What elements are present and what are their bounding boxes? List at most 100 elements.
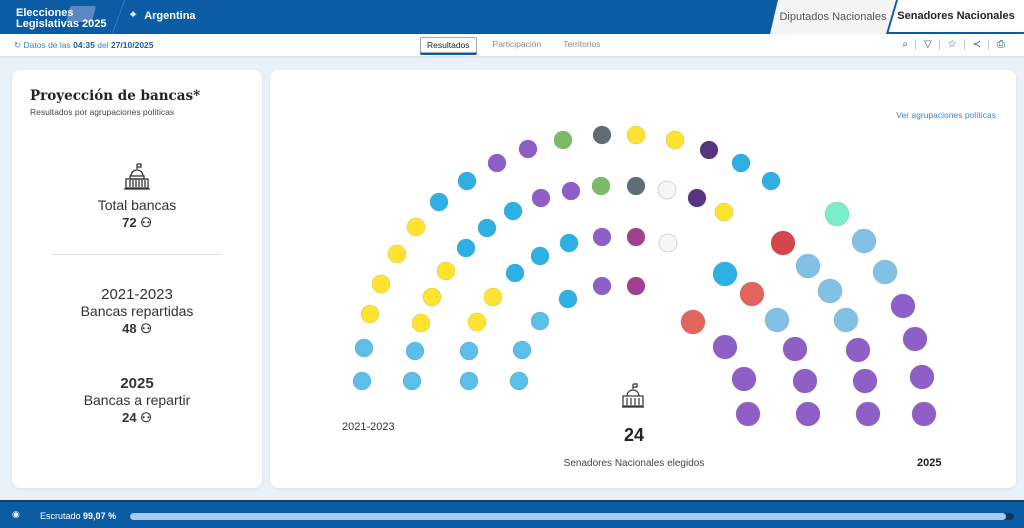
- print-icon[interactable]: ⎙: [997, 39, 1005, 50]
- seat-2025[interactable]: [824, 201, 850, 227]
- seat-2021-2023[interactable]: [626, 125, 646, 145]
- card-subtitle: Resultados por agrupaciones políticas: [30, 107, 175, 117]
- seat-2021-2023[interactable]: [592, 227, 612, 247]
- seat-2025[interactable]: [680, 309, 706, 335]
- seat-2021-2023[interactable]: [354, 338, 374, 358]
- seat-2021-2023[interactable]: [530, 311, 550, 331]
- seat-2025[interactable]: [855, 401, 881, 427]
- nav-territorios[interactable]: Territorios: [563, 39, 601, 49]
- view-parties-link[interactable]: Ver agrupaciones políticas: [896, 110, 996, 120]
- seat-2021-2023[interactable]: [592, 125, 612, 145]
- seat-2021-2023[interactable]: [657, 180, 677, 200]
- seat-2021-2023[interactable]: [626, 227, 646, 247]
- hemicycle-card: Ver agrupaciones políticas 2021-2023 202…: [270, 70, 1016, 488]
- seat-2021-2023[interactable]: [505, 263, 525, 283]
- tab-diputados[interactable]: Diputados Nacionales: [770, 0, 896, 34]
- seat-2025[interactable]: [817, 278, 843, 304]
- seat-2021-2023[interactable]: [360, 304, 380, 324]
- date-prefix: Datos de las: [23, 40, 71, 50]
- seat-2021-2023[interactable]: [531, 188, 551, 208]
- seat-2021-2023[interactable]: [626, 276, 646, 296]
- seat-2021-2023[interactable]: [457, 171, 477, 191]
- seat-2021-2023[interactable]: [559, 233, 579, 253]
- seat-2025[interactable]: [833, 307, 859, 333]
- seat-2025[interactable]: [795, 253, 821, 279]
- seat-2021-2023[interactable]: [405, 341, 425, 361]
- seat-2025[interactable]: [795, 401, 821, 427]
- search-icon[interactable]: ⌕: [902, 39, 916, 50]
- seat-2025[interactable]: [852, 368, 878, 394]
- seat-2025[interactable]: [902, 326, 928, 352]
- star-icon[interactable]: ☆: [948, 39, 965, 50]
- seat-2021-2023[interactable]: [509, 371, 529, 391]
- date-mid: del: [97, 40, 109, 50]
- seat-2021-2023[interactable]: [591, 176, 611, 196]
- seat-2021-2023[interactable]: [592, 276, 612, 296]
- seat-2021-2023[interactable]: [487, 153, 507, 173]
- seat-2021-2023[interactable]: [411, 313, 431, 333]
- seat-2025[interactable]: [872, 259, 898, 285]
- seat-2021-2023[interactable]: [436, 261, 456, 281]
- scrutiny-value: 99,07 %: [83, 511, 117, 521]
- location-selector[interactable]: ⌖ Argentina: [130, 9, 196, 22]
- seat-2021-2023[interactable]: [518, 139, 538, 159]
- seat-2021-2023[interactable]: [731, 153, 751, 173]
- seat-2025[interactable]: [739, 281, 765, 307]
- scrutiny-status: Escrutado 99,07 %: [40, 511, 116, 521]
- total-label: Total bancas: [97, 197, 177, 213]
- left-period-label: 2021-2023: [342, 421, 395, 433]
- logo[interactable]: Elecciones Legislativas 2025: [16, 8, 107, 30]
- tab-senadores[interactable]: Senadores Nacionales: [888, 0, 1024, 34]
- seat-2021-2023[interactable]: [387, 244, 407, 264]
- elected-count: 24: [624, 425, 644, 445]
- seat-2025[interactable]: [911, 401, 937, 427]
- prev-value: 48: [122, 321, 137, 336]
- seat-2021-2023[interactable]: [658, 233, 678, 253]
- seat-2021-2023[interactable]: [503, 201, 523, 221]
- seat-2021-2023[interactable]: [561, 181, 581, 201]
- filter-icon[interactable]: ▽: [924, 39, 940, 50]
- seat-2025[interactable]: [909, 364, 935, 390]
- seat-2021-2023[interactable]: [687, 188, 707, 208]
- seat-2025[interactable]: [890, 293, 916, 319]
- seat-2025[interactable]: [770, 230, 796, 256]
- seat-2021-2023[interactable]: [459, 341, 479, 361]
- share-icon[interactable]: ≺: [973, 39, 989, 50]
- congress-icon: [622, 383, 644, 408]
- seat-2025[interactable]: [731, 366, 757, 392]
- seat-2021-2023[interactable]: [406, 217, 426, 237]
- scope-icon[interactable]: ◉: [12, 509, 20, 519]
- seat-2025[interactable]: [782, 336, 808, 362]
- seat-2021-2023[interactable]: [371, 274, 391, 294]
- seat-2021-2023[interactable]: [665, 130, 685, 150]
- seat-2021-2023[interactable]: [483, 287, 503, 307]
- seat-2021-2023[interactable]: [467, 312, 487, 332]
- progress-fill: [130, 513, 1006, 520]
- seat-2025[interactable]: [845, 337, 871, 363]
- seat-2021-2023[interactable]: [714, 202, 734, 222]
- seat-2025[interactable]: [712, 334, 738, 360]
- seat-2021-2023[interactable]: [477, 218, 497, 238]
- seat-2021-2023[interactable]: [699, 140, 719, 160]
- seat-2025[interactable]: [764, 307, 790, 333]
- seat-2021-2023[interactable]: [429, 192, 449, 212]
- seat-2021-2023[interactable]: [530, 246, 550, 266]
- seat-2021-2023[interactable]: [422, 287, 442, 307]
- seat-2025[interactable]: [735, 401, 761, 427]
- seat-2021-2023[interactable]: [512, 340, 532, 360]
- logo-line1: Elecciones: [16, 7, 74, 19]
- seat-2025[interactable]: [712, 261, 738, 287]
- seat-2021-2023[interactable]: [761, 171, 781, 191]
- seat-2021-2023[interactable]: [402, 371, 422, 391]
- nav-resultados[interactable]: Resultados: [420, 37, 477, 53]
- seat-2025[interactable]: [851, 228, 877, 254]
- seat-2021-2023[interactable]: [456, 238, 476, 258]
- seat-2021-2023[interactable]: [626, 176, 646, 196]
- map-pin-icon: ⌖: [130, 9, 137, 21]
- seat-2021-2023[interactable]: [558, 289, 578, 309]
- seat-2021-2023[interactable]: [459, 371, 479, 391]
- seat-2025[interactable]: [792, 368, 818, 394]
- seat-2021-2023[interactable]: [352, 371, 372, 391]
- seat-2021-2023[interactable]: [553, 130, 573, 150]
- nav-participacion[interactable]: Participación: [492, 39, 542, 49]
